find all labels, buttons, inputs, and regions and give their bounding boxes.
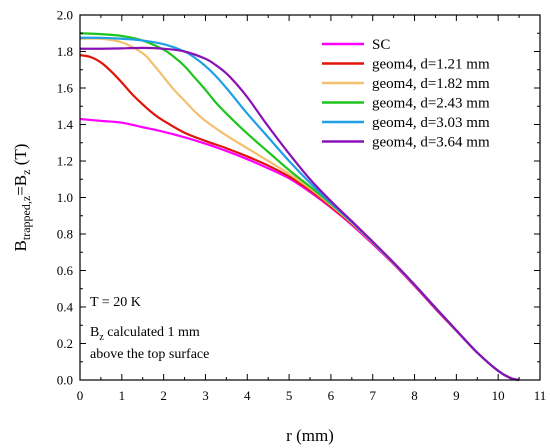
x-tick-label: 9 [453, 388, 460, 403]
y-tick-label: 0.4 [57, 300, 74, 315]
x-tick-label: 4 [244, 388, 251, 403]
x-tick-label: 1 [119, 388, 126, 403]
y-axis-title-unit: (T) [11, 144, 30, 170]
axis-ticks: 0 1 2 3 4 5 6 7 8 9 10 11 0.0 0.2 0.4 0.6 0.8 1.0 1.2 1.4 1.… [57, 8, 547, 404]
y-tick-label: 1.6 [57, 81, 74, 96]
legend-label-5: geom4, d=3.64 mm [372, 135, 490, 151]
x-tick-label: 8 [411, 388, 418, 403]
x-tick-label: 11 [534, 388, 547, 403]
y-axis-title-eq: =B [11, 175, 30, 196]
y-tick-label: 2.0 [57, 8, 73, 23]
legend-label-2: geom4, d=1.82 mm [372, 76, 490, 92]
annotation-bz-base: B [90, 325, 99, 340]
y-axis-title-sub2: z [19, 170, 33, 175]
y-tick-label: 0.0 [57, 373, 73, 388]
x-tick-label: 0 [77, 388, 84, 403]
annotation-bz-line: Bz calculated 1 mm [90, 325, 200, 343]
y-tick-label: 1.4 [57, 117, 74, 132]
y-axis-title-sub: trapped,z [19, 196, 33, 240]
x-tick-label: 7 [369, 388, 376, 403]
y-tick-label: 1.2 [57, 154, 73, 169]
y-tick-label: 1.8 [57, 44, 73, 59]
annotation-bz-sub: z [99, 332, 104, 343]
x-tick-label: 6 [328, 388, 335, 403]
series-layer [79, 32, 520, 382]
annotation-temperature: T = 20 K [90, 295, 141, 310]
x-tick-label: 3 [202, 388, 209, 403]
legend-label-0: SC [372, 37, 390, 53]
legend-label-1: geom4, d=1.21 mm [372, 57, 490, 73]
series-line-5 [79, 46, 520, 382]
y-tick-label: 0.8 [57, 227, 73, 242]
legend: SC geom4, d=1.21 mm geom4, d=1.82 mm geom4,… [322, 37, 490, 151]
x-axis-title: r (mm) [286, 426, 334, 445]
y-axis-title-base: B [11, 240, 30, 251]
y-axis-title: Btrapped,z=Bz (T) [11, 144, 33, 252]
y-tick-label: 1.0 [57, 190, 73, 205]
x-tick-label: 10 [492, 388, 505, 403]
y-tick-label: 0.2 [57, 336, 73, 351]
series-line-0 [79, 117, 520, 382]
legend-label-4: geom4, d=3.03 mm [372, 115, 490, 131]
x-tick-label: 5 [286, 388, 293, 403]
x-tick-label: 2 [160, 388, 167, 403]
y-tick-label: 0.6 [57, 263, 74, 278]
legend-label-3: geom4, d=2.43 mm [372, 96, 490, 112]
annotation-line2: above the top surface [90, 347, 209, 362]
annotation-bz-rest: calculated 1 mm [104, 325, 200, 340]
